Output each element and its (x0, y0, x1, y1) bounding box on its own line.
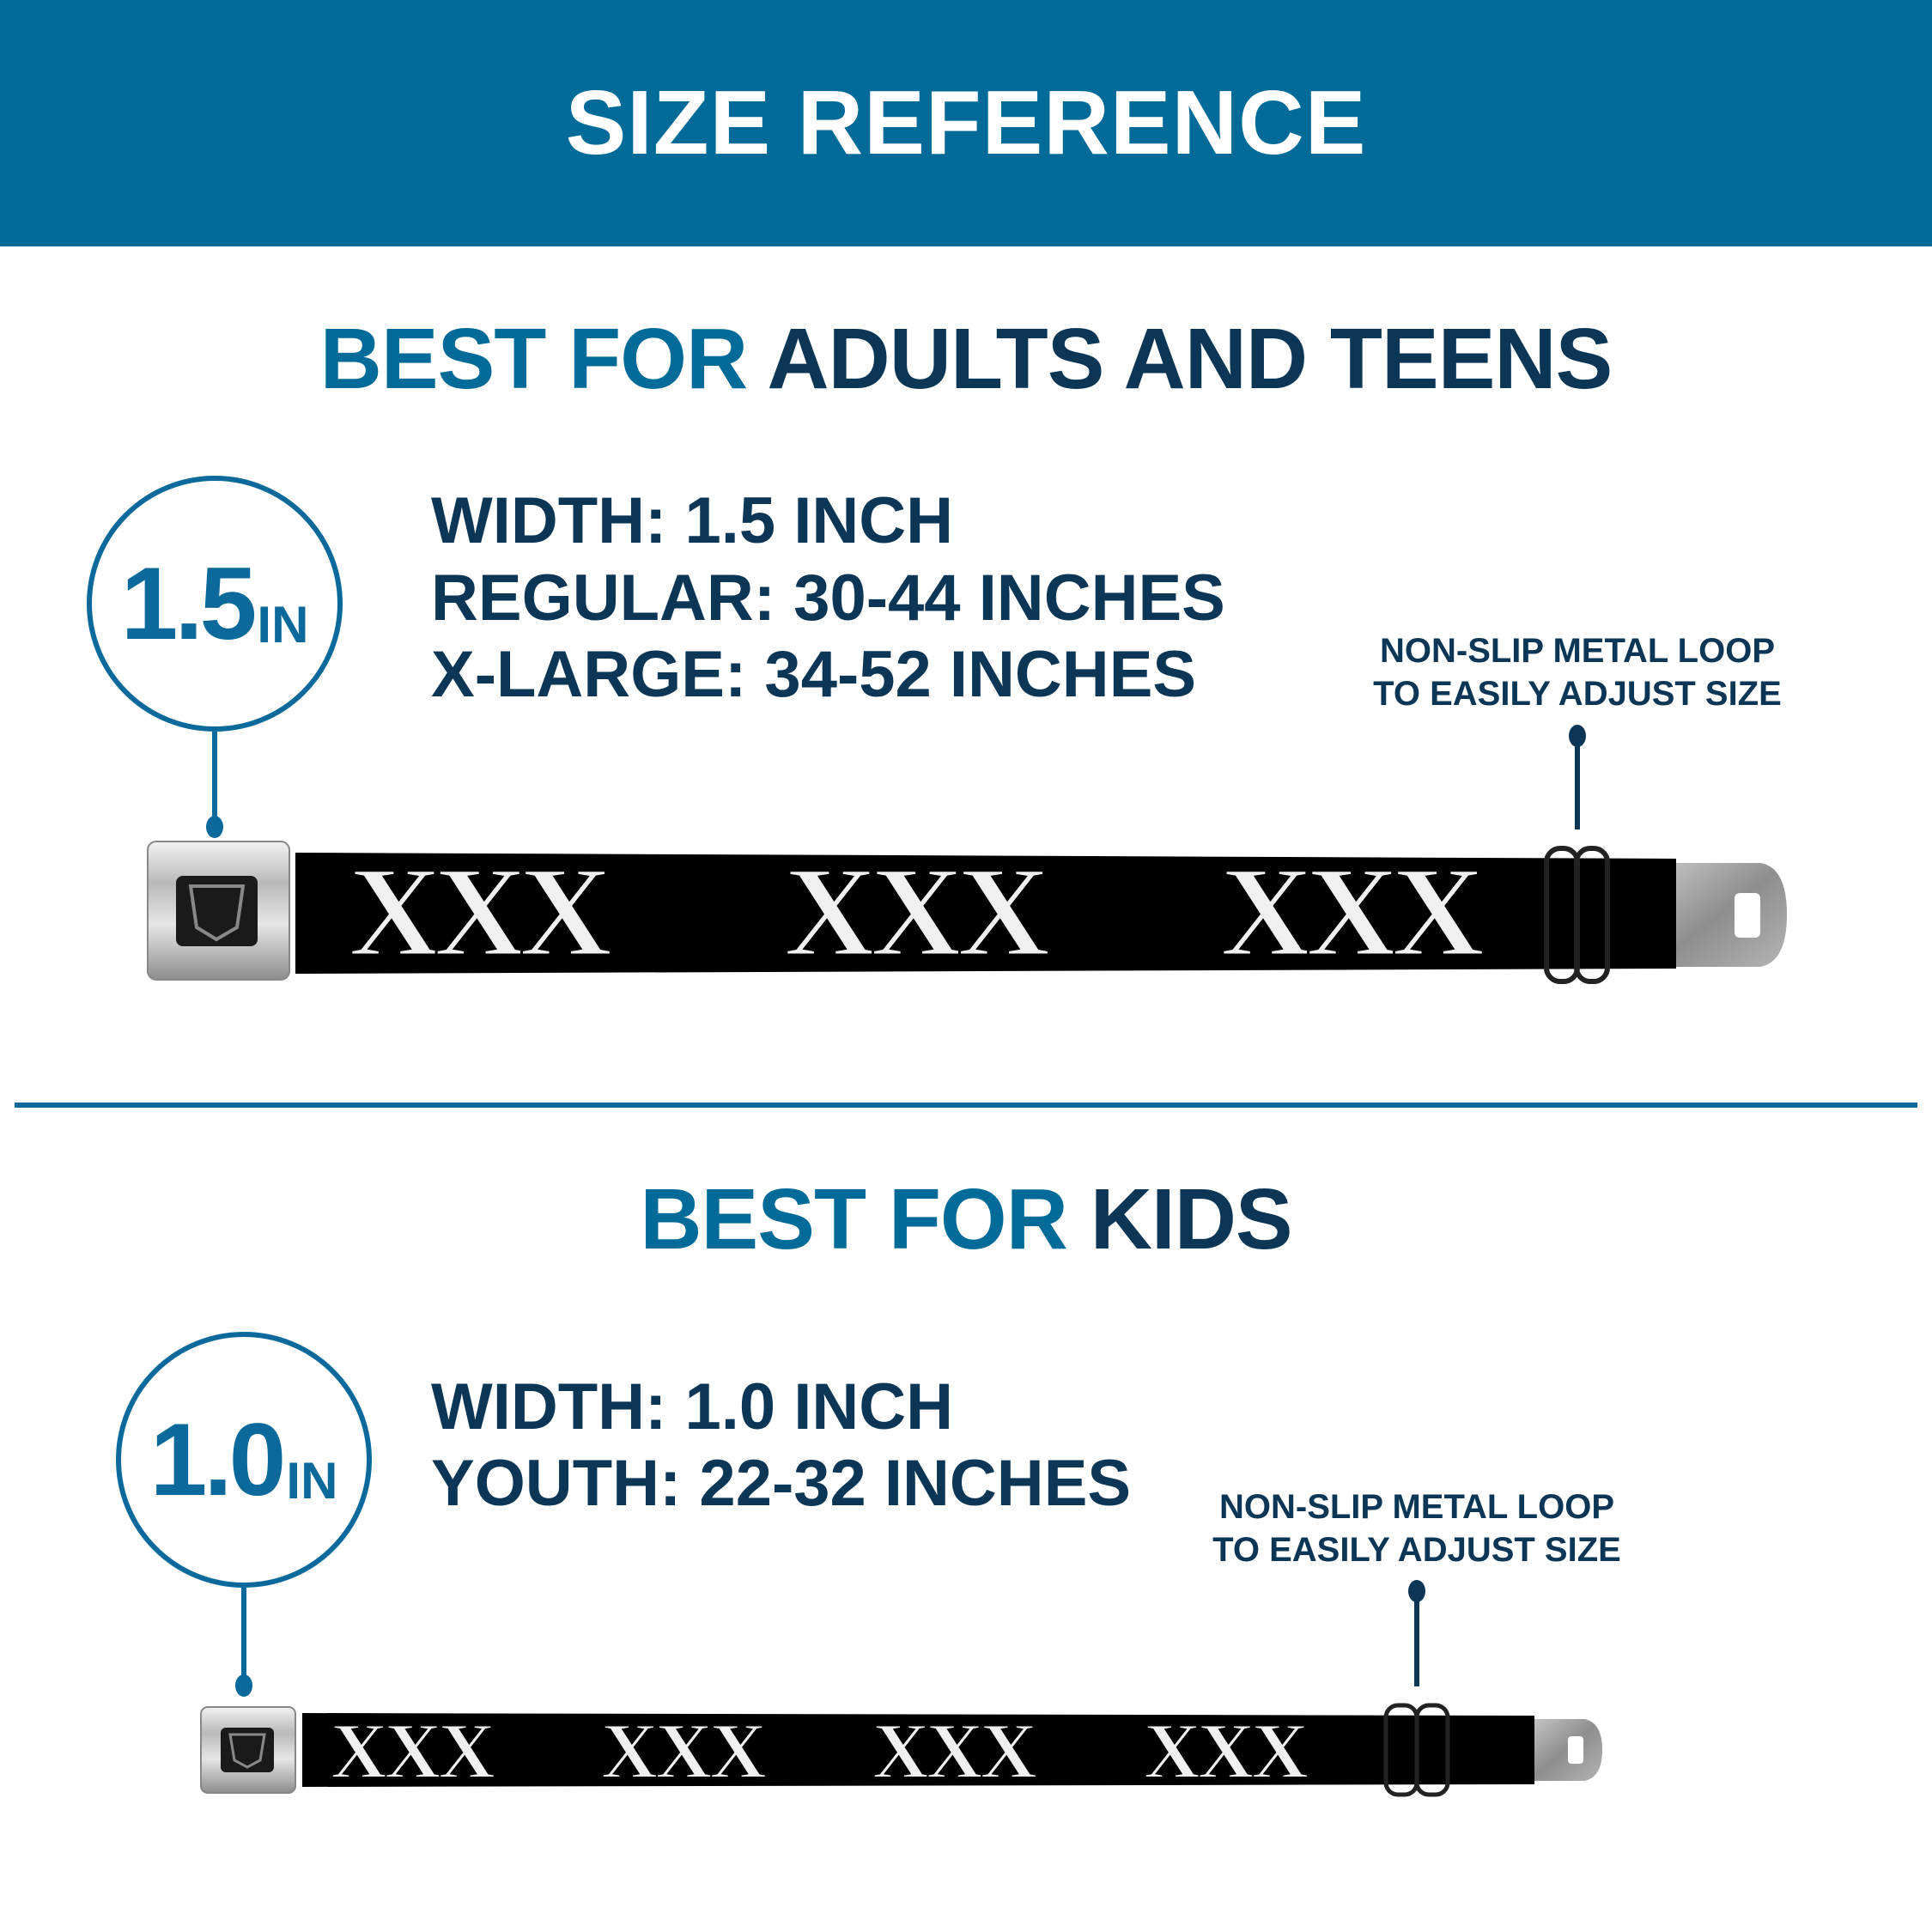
badge-leader-line (212, 732, 217, 824)
width-badge-kids: 1.0 IN (116, 1332, 372, 1588)
buckle-logo-icon (228, 1733, 266, 1769)
section-divider (15, 1103, 1917, 1108)
heading-accent: BEST FOR (319, 311, 749, 407)
leader-dot (206, 816, 223, 838)
belt-strap (295, 853, 1676, 974)
spec-youth: YOUTH: 22-32 INCHES (431, 1447, 1132, 1520)
loop-note-adult: NON-SLIP METAL LOOP TO EASILY ADJUST SIZ… (1363, 629, 1792, 715)
belt-pattern: XXX (1220, 841, 1485, 983)
belt-pattern: XXX (349, 841, 612, 983)
badge-unit: IN (286, 1451, 338, 1510)
leader-dot (235, 1674, 252, 1697)
spec-width: WIDTH: 1.5 INCH (431, 484, 953, 557)
belt-pattern: XXX (331, 1707, 495, 1795)
tab-slot (1735, 893, 1760, 938)
heading-main: KIDS (1090, 1171, 1293, 1267)
note-line: TO EASILY ADJUST SIZE (1212, 1531, 1621, 1569)
belt-pattern: XXX (601, 1707, 767, 1795)
loop-note-kids: NON-SLIP METAL LOOP TO EASILY ADJUST SIZ… (1202, 1485, 1631, 1571)
heading-accent: BEST FOR (640, 1171, 1068, 1267)
adjust-loop (1414, 1703, 1450, 1797)
spec-regular: REGULAR: 30-44 INCHES (431, 562, 1225, 635)
belt-strap (302, 1713, 1534, 1787)
metal-tab (1651, 863, 1787, 967)
width-badge-adult: 1.5 IN (87, 476, 343, 732)
heading-main: ADULTS AND TEENS (767, 311, 1613, 407)
metal-tab (1528, 1719, 1602, 1781)
spec-xlarge: X-LARGE: 34-52 INCHES (431, 638, 1197, 711)
belt-pattern: XXX (872, 1707, 1037, 1795)
badge-unit: IN (257, 595, 309, 653)
note-line: NON-SLIP METAL LOOP (1218, 1488, 1615, 1526)
adult-heading: BEST FOR ADULTS AND TEENS (0, 307, 1932, 410)
tab-slot (1568, 1736, 1583, 1764)
header-banner: SIZE REFERENCE (0, 0, 1932, 246)
buckle-logo-icon (188, 884, 246, 942)
loop-leader-line (1575, 735, 1580, 829)
badge-leader-line (241, 1588, 246, 1682)
spec-width: WIDTH: 1.0 INCH (431, 1370, 953, 1443)
kids-belt: XXX XXX XXX XXX (200, 1703, 1602, 1797)
page-title: SIZE REFERENCE (565, 72, 1367, 173)
adjust-loop (1574, 846, 1610, 984)
loop-leader-line (1414, 1590, 1419, 1686)
belt-pattern: XXX (784, 841, 1050, 983)
belt-pattern: XXX (1144, 1707, 1309, 1795)
badge-number: 1.5 (120, 546, 258, 661)
badge-number: 1.0 (149, 1402, 287, 1517)
note-line: TO EASILY ADJUST SIZE (1373, 675, 1782, 713)
note-line: NON-SLIP METAL LOOP (1379, 632, 1776, 670)
kids-heading: BEST FOR KIDS (0, 1168, 1932, 1271)
adult-belt: XXX XXX XXX (147, 840, 1787, 985)
